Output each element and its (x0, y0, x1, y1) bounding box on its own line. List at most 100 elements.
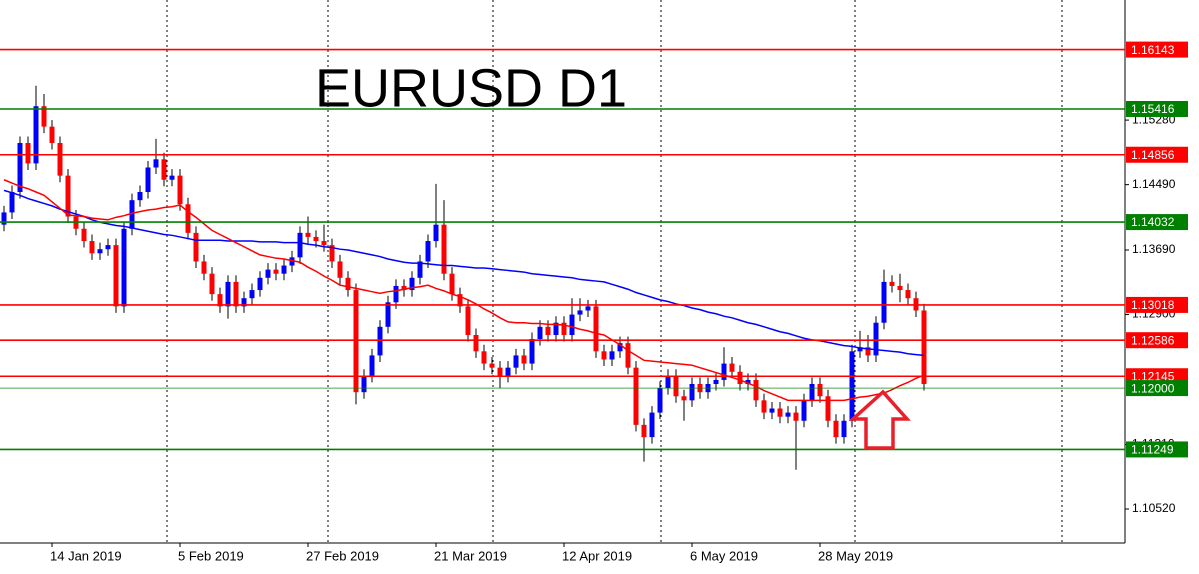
candle-body (577, 310, 583, 315)
candle-body (897, 285, 903, 291)
candle-body (809, 384, 815, 401)
candle-body (553, 322, 559, 335)
candle-body (641, 424, 647, 438)
candle-body (129, 200, 135, 229)
candle-body (321, 241, 327, 246)
candle-body (289, 257, 295, 266)
level-label-box (1126, 214, 1188, 231)
candle-body (489, 363, 495, 368)
candle-body (201, 261, 207, 274)
candle-body (25, 142, 31, 164)
candle-body (801, 400, 807, 421)
candle-body (833, 420, 839, 438)
candle-body (585, 306, 591, 311)
candle-body (449, 273, 455, 295)
candle-body (561, 322, 567, 335)
candle-body (273, 269, 279, 274)
candle-body (33, 106, 39, 164)
candle-body (169, 175, 175, 180)
candle-body (737, 371, 743, 385)
candle-body (257, 277, 263, 291)
candle-body (41, 106, 47, 127)
candle-body (417, 261, 423, 278)
candle-body (473, 334, 479, 352)
candle-body (545, 326, 551, 335)
candle-body (849, 351, 855, 421)
candle-body (185, 204, 191, 233)
candle-body (481, 351, 487, 364)
candle-body (81, 228, 87, 242)
candle-body (905, 290, 911, 299)
level-label-box (1126, 332, 1188, 349)
level-label: 1.14856 (1131, 148, 1175, 162)
candle-body (721, 363, 727, 380)
candle-body (177, 175, 183, 205)
candle-body (353, 290, 359, 393)
candle-body (729, 363, 735, 372)
candle-body (497, 367, 503, 376)
candle-body (57, 142, 63, 176)
level-label-box (1126, 41, 1188, 58)
candle-body (681, 396, 687, 401)
moving-average (3, 179, 925, 402)
moving-average (3, 189, 925, 357)
candle-body (881, 281, 887, 323)
candle-body (345, 277, 351, 291)
candle-body (409, 277, 415, 291)
candle-body (857, 347, 863, 352)
candle-body (305, 232, 311, 237)
level-label-box (1126, 296, 1188, 313)
candle-body (521, 355, 527, 364)
candle-body (337, 261, 343, 278)
candle-body (753, 379, 759, 401)
plot: 14 Jan 2019 5 Feb 2019 27 Feb 2019 21 Mar 2… (0, 41, 1188, 563)
candle-body (65, 175, 71, 217)
candle-body (441, 224, 447, 274)
candle-body (361, 375, 367, 393)
candle-body (537, 326, 543, 340)
candle-body (745, 379, 751, 385)
x-tick-label: 14 Jan 2019 (50, 548, 122, 563)
candle-body (49, 126, 55, 143)
y-tick-label: 1.14490 (1132, 177, 1176, 191)
y-tick-label: 1.13690 (1132, 242, 1176, 256)
candle-body (313, 236, 319, 242)
candle-body (249, 290, 255, 299)
x-tick-label: 27 Feb 2019 (306, 548, 379, 563)
level-label: 1.14032 (1131, 215, 1175, 229)
candle-body (633, 367, 639, 425)
candle-body (657, 388, 663, 413)
candle-body (689, 384, 695, 401)
candle-body (617, 343, 623, 352)
candle-body (841, 420, 847, 438)
candle-body (505, 367, 511, 376)
candle-body (433, 224, 439, 242)
x-tick-label: 6 May 2019 (690, 548, 758, 563)
candle-body (401, 285, 407, 291)
candle-body (105, 245, 111, 250)
candle-body (329, 245, 335, 262)
x-tick-label: 12 Apr 2019 (562, 548, 632, 563)
vertical-separators (166, 0, 1063, 543)
candle-body (153, 159, 159, 168)
level-label: 1.15416 (1131, 102, 1175, 116)
level-label-box (1126, 100, 1188, 117)
candle-body (889, 281, 895, 286)
candle-body (137, 192, 143, 201)
candle-body (121, 228, 127, 307)
level-label: 1.12145 (1131, 369, 1175, 383)
level-label: 1.11249 (1131, 443, 1174, 457)
candle-body (569, 314, 575, 335)
candle-body (825, 396, 831, 421)
candle-body (769, 408, 775, 413)
candle-body (297, 232, 303, 258)
level-label: 1.13018 (1131, 298, 1175, 312)
candle-body (225, 281, 231, 307)
candle-body (873, 322, 879, 356)
candle-body (777, 408, 783, 417)
candle-body (193, 232, 199, 262)
candle-body (17, 142, 23, 193)
candle-body (793, 412, 799, 421)
